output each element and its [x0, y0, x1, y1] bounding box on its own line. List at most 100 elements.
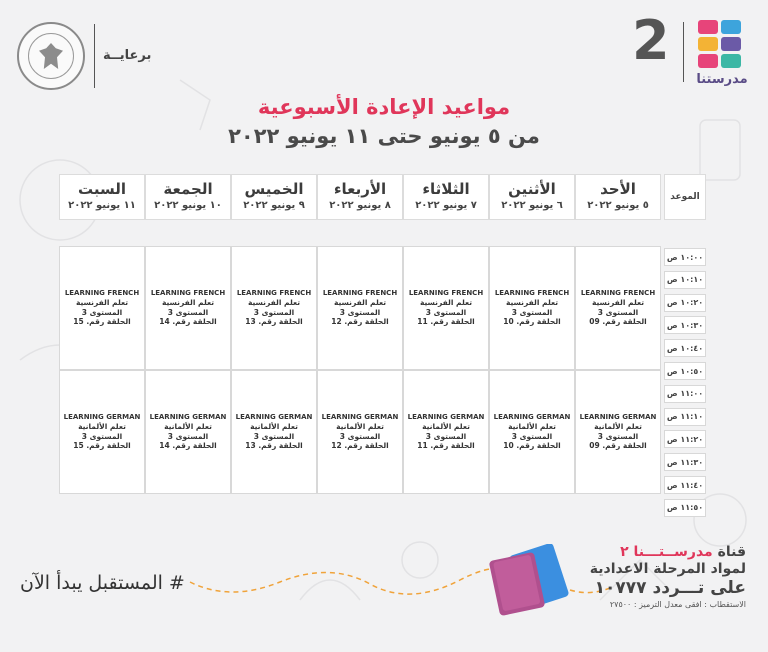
- day-date: ٧ يونيو ٢٠٢٢: [415, 200, 477, 211]
- program-cell: LEARNING GERMAN تعلم الألمانية المستوى 3…: [489, 370, 575, 494]
- subject-ar: تعلم الألمانية: [164, 421, 212, 431]
- program-cell: LEARNING GERMAN تعلم الألمانية المستوى 3…: [231, 370, 317, 494]
- header-divider: [683, 22, 684, 82]
- subject-en: LEARNING GERMAN: [321, 412, 399, 421]
- subject-en: LEARNING FRENCH: [150, 288, 226, 297]
- time-slot: ١١:٥٠ ص: [664, 498, 706, 517]
- time-slot: ١١:٢٠ ص: [664, 430, 706, 449]
- level: المستوى 3: [253, 307, 295, 317]
- episode: الحلقة رقم. 11: [417, 317, 475, 327]
- subject-ar: تعلم الفرنسية: [419, 297, 473, 307]
- level: المستوى 3: [511, 307, 553, 317]
- subject-ar: تعلم الألمانية: [508, 421, 556, 431]
- episode: الحلقة رقم. 14: [159, 317, 217, 327]
- subject-en: LEARNING FRENCH: [580, 288, 656, 297]
- day-header: الأربعاء ٨ يونيو ٢٠٢٢: [317, 174, 403, 220]
- time-slot: ١٠:٤٠ ص: [664, 339, 706, 358]
- subject-en: LEARNING FRENCH: [408, 288, 484, 297]
- subject-ar: تعلم الفرنسية: [333, 297, 387, 307]
- program-cell: LEARNING FRENCH تعلم الفرنسية المستوى 3 …: [59, 246, 145, 370]
- day-name: الأحد: [600, 180, 636, 198]
- program-cell: LEARNING FRENCH تعلم الفرنسية المستوى 3 …: [575, 246, 661, 370]
- episode: الحلقة رقم. 12: [331, 317, 389, 327]
- subject-en: LEARNING GERMAN: [407, 412, 485, 421]
- promo-stage: لمواد المرحلة الاعدادية: [589, 561, 746, 577]
- subject-en: LEARNING GERMAN: [63, 412, 141, 421]
- level: المستوى 3: [167, 307, 209, 317]
- ministry-seal-logo: [17, 22, 85, 90]
- brand-tile: [698, 37, 718, 51]
- promo-frequency: على تـــردد ١٠٧٧٧: [594, 578, 746, 598]
- program-cell: LEARNING FRENCH تعلم الفرنسية المستوى 3 …: [317, 246, 403, 370]
- day-name: الجمعة: [163, 180, 213, 198]
- brand-tile: [721, 54, 741, 68]
- header-divider: [94, 24, 95, 88]
- program-cell: LEARNING GERMAN تعلم الألمانية المستوى 3…: [403, 370, 489, 494]
- subject-en: LEARNING GERMAN: [235, 412, 313, 421]
- level: المستوى 3: [597, 307, 639, 317]
- subject-en: LEARNING FRENCH: [64, 288, 140, 297]
- level: المستوى 3: [511, 431, 553, 441]
- time-slot: ١١:٣٠ ص: [664, 453, 706, 472]
- episode: الحلقة رقم. 15: [73, 317, 131, 327]
- day-header: الخميس ٩ يونيو ٢٠٢٢: [231, 174, 317, 220]
- sponsor-label: برعايــة: [103, 48, 152, 63]
- day-date: ٥ يونيو ٢٠٢٢: [587, 200, 649, 211]
- channel-promo: قناة مدرســتـــنا ٢ لمواد المرحلة الاعدا…: [590, 544, 746, 609]
- level: المستوى 3: [339, 307, 381, 317]
- time-slot: ١٠:٥٠ ص: [664, 362, 706, 380]
- subject-en: LEARNING GERMAN: [149, 412, 227, 421]
- episode: الحلقة رقم. 11: [417, 441, 475, 451]
- subject-ar: تعلم الفرنسية: [75, 297, 129, 307]
- time-slot: ١٠:٠٠ ص: [664, 248, 706, 266]
- level: المستوى 3: [425, 431, 467, 441]
- program-cell: LEARNING GERMAN تعلم الألمانية المستوى 3…: [145, 370, 231, 494]
- episode: الحلقة رقم. 13: [245, 441, 303, 451]
- page-subtitle: من ٥ يونيو حتى ١١ يونيو ٢٠٢٢: [228, 124, 540, 148]
- episode: الحلقة رقم. 12: [331, 441, 389, 451]
- day-header: السبت ١١ يونيو ٢٠٢٢: [59, 174, 145, 220]
- brand-tile: [721, 37, 741, 51]
- subject-en: LEARNING FRENCH: [236, 288, 312, 297]
- subject-ar: تعلم الفرنسية: [247, 297, 301, 307]
- subject-ar: تعلم الألمانية: [422, 421, 470, 431]
- subject-en: LEARNING FRENCH: [494, 288, 570, 297]
- program-cell: LEARNING GERMAN تعلم الألمانية المستوى 3…: [317, 370, 403, 494]
- level: المستوى 3: [425, 307, 467, 317]
- subject-ar: تعلم الألمانية: [78, 421, 126, 431]
- level: المستوى 3: [81, 307, 123, 317]
- day-date: ١١ يونيو ٢٠٢٢: [68, 200, 136, 211]
- episode: الحلقة رقم. 09: [589, 441, 647, 451]
- channel-number: 2: [632, 9, 670, 72]
- episode: الحلقة رقم. 10: [503, 317, 561, 327]
- books-illustration: [489, 544, 569, 616]
- day-name: الأثنين: [508, 180, 556, 198]
- day-header: الجمعة ١٠ يونيو ٢٠٢٢: [145, 174, 231, 220]
- day-date: ٩ يونيو ٢٠٢٢: [243, 200, 305, 211]
- subject-ar: تعلم الألمانية: [250, 421, 298, 431]
- program-cell: LEARNING FRENCH تعلم الفرنسية المستوى 3 …: [403, 246, 489, 370]
- day-date: ٦ يونيو ٢٠٢٢: [501, 200, 563, 211]
- level: المستوى 3: [339, 431, 381, 441]
- subject-en: LEARNING FRENCH: [322, 288, 398, 297]
- episode: الحلقة رقم. 13: [245, 317, 303, 327]
- day-name: الخميس: [244, 180, 304, 198]
- day-header: الأثنين ٦ يونيو ٢٠٢٢: [489, 174, 575, 220]
- brand-tile: [698, 54, 718, 68]
- subject-ar: تعلم الألمانية: [594, 421, 642, 431]
- time-slot: ١٠:١٠ ص: [664, 270, 706, 289]
- day-header: الثلاثاء ٧ يونيو ٢٠٢٢: [403, 174, 489, 220]
- subject-ar: تعلم الألمانية: [336, 421, 384, 431]
- level: المستوى 3: [597, 431, 639, 441]
- episode: الحلقة رقم. 15: [73, 441, 131, 451]
- episode: الحلقة رقم. 09: [589, 317, 647, 327]
- slogan-hashtag: # المستقبل يبدأ الآن: [20, 572, 185, 594]
- promo-technical: الاستقطاب : افقى معدل الترميز : ٢٧٥٠٠: [609, 600, 746, 609]
- time-slot: ١١:١٠ ص: [664, 407, 706, 426]
- episode: الحلقة رقم. 10: [503, 441, 561, 451]
- madrasatna-logo: مدرستنا: [692, 20, 752, 90]
- program-cell: LEARNING FRENCH تعلم الفرنسية المستوى 3 …: [231, 246, 317, 370]
- promo-brand: مدرســتـــنا ٢: [620, 544, 713, 560]
- day-date: ٨ يونيو ٢٠٢٢: [329, 200, 391, 211]
